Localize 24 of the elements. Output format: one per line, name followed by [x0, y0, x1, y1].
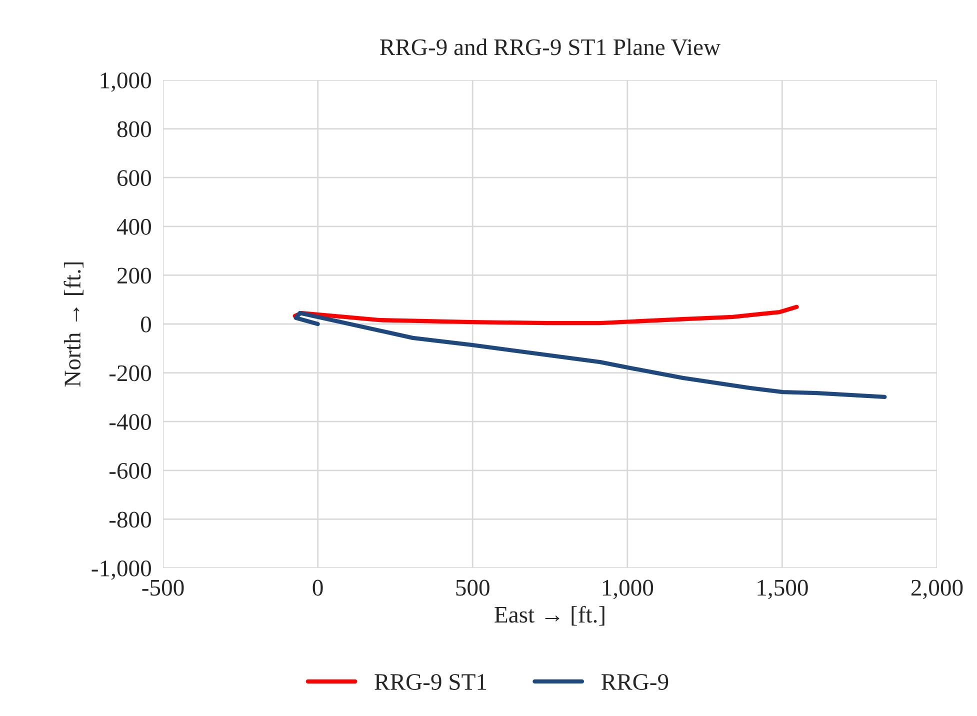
y-tick-label: 1,000	[100, 72, 151, 92]
legend-label: RRG-9 ST1	[374, 674, 486, 690]
y-tick-label: -600	[109, 462, 151, 479]
y-tick-label: -400	[109, 414, 151, 430]
chart-title: RRG-9 and RRG-9 ST1 Plane View	[380, 38, 720, 56]
y-tick-label: 0	[140, 316, 151, 332]
x-tick-label: 0	[312, 580, 323, 596]
y-tick-label: 200	[118, 268, 151, 284]
legend-label: RRG-9	[602, 674, 668, 690]
x-axis-title: East → [ft.]	[494, 606, 604, 626]
line-series	[292, 304, 799, 326]
x-tick-label: 1,000	[602, 580, 654, 600]
line-series	[294, 310, 887, 400]
x-tick-label: 500	[456, 580, 490, 596]
y-tick-label: -800	[109, 512, 151, 528]
x-tick-label: -500	[142, 580, 184, 596]
x-tick-label: 1,500	[758, 580, 808, 600]
y-tick-label: -1,000	[92, 560, 151, 580]
y-tick-label: 600	[117, 170, 151, 186]
x-tick-label: 2,000	[911, 580, 963, 600]
y-tick-label: 800	[117, 121, 151, 138]
y-axis-title: North → [ft.]	[64, 262, 84, 387]
y-tick-label: 400	[116, 218, 151, 235]
y-tick-label: -200	[109, 365, 151, 382]
